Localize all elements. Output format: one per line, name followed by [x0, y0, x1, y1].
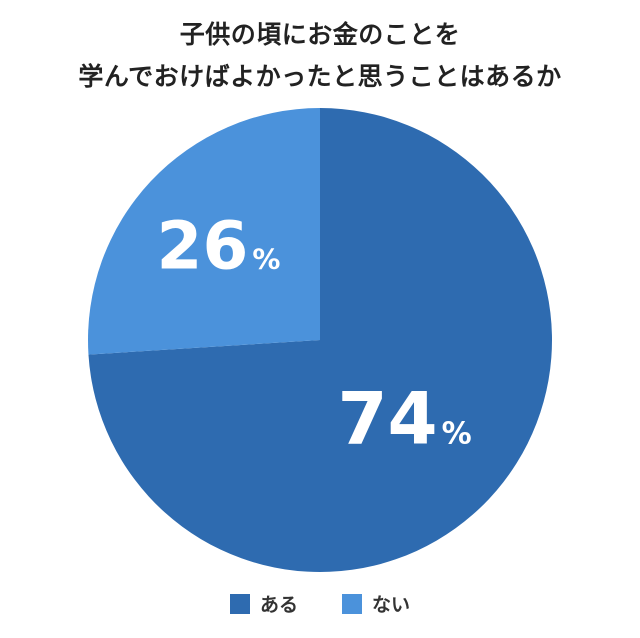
data-label-nai-unit: % — [252, 243, 280, 276]
data-label-nai-value: 26 — [157, 208, 249, 285]
pie-slice-aru — [88, 108, 553, 572]
chart-title-line-2: 学んでおけばよかったと思うことはあるか — [78, 62, 562, 91]
legend: ある ない — [0, 590, 640, 617]
legend-swatch-nai — [342, 593, 362, 614]
data-label-aru-value: 74 — [337, 376, 437, 460]
chart-title-line-1: 子供の頃にお金のことを — [179, 20, 461, 49]
legend-label-aru: ある — [259, 594, 298, 616]
chart-title: 子供の頃にお金のことを 学んでおけばよかったと思うことはあるか — [0, 14, 640, 98]
data-label-aru: 74% — [337, 376, 471, 460]
data-label-nai: 26% — [157, 208, 281, 285]
legend-item-nai: ない — [342, 590, 410, 617]
legend-swatch-aru — [229, 593, 250, 614]
legend-label-nai: ない — [372, 594, 411, 616]
data-label-aru-unit: % — [442, 416, 472, 451]
pie-slice-nai — [88, 108, 320, 355]
legend-item-aru: ある — [229, 590, 298, 617]
